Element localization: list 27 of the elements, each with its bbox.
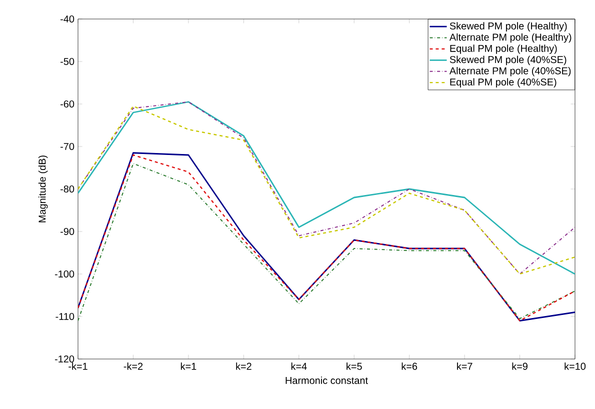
- y-tick-label: -40: [60, 15, 74, 23]
- y-tick-label: -60: [60, 100, 74, 108]
- y-tick-label: -90: [60, 228, 74, 236]
- y-tick-label: -110: [56, 312, 74, 320]
- x-tick-label: -k=2: [124, 362, 143, 370]
- legend-label: Equal PM pole (Healthy): [450, 44, 557, 54]
- x-tick-label: k=4: [291, 362, 307, 370]
- x-tick-label: k=10: [564, 362, 586, 370]
- y-tick-label: -120: [54, 355, 74, 363]
- x-tick-label: k=1: [180, 362, 196, 370]
- x-axis-title: Harmonic constant: [286, 376, 368, 384]
- x-tick-label: k=5: [346, 362, 362, 370]
- y-tick-label: -70: [60, 142, 74, 150]
- legend-label: Alternate PM pole (40%SE): [449, 67, 571, 76]
- x-tick-label: -k=1: [68, 362, 88, 370]
- x-tick-label: k=9: [512, 362, 528, 370]
- y-tick-label: -100: [54, 270, 74, 278]
- x-tick-label: k=6: [402, 362, 418, 370]
- legend-label: Skewed PM pole (40%SE): [450, 56, 566, 66]
- legend-label: Equal PM pole (40%SE): [450, 78, 556, 88]
- legend-label: Alternate PM pole (Healthy): [449, 33, 572, 43]
- legend-label: Skewed PM pole (Healthy): [450, 22, 567, 32]
- y-tick-label: -50: [60, 58, 74, 66]
- x-tick-label: k=2: [236, 362, 252, 370]
- y-tick-label: -80: [60, 185, 74, 193]
- x-tick-label: k=7: [457, 362, 472, 370]
- y-axis-title: Magnitude (dB): [38, 156, 48, 222]
